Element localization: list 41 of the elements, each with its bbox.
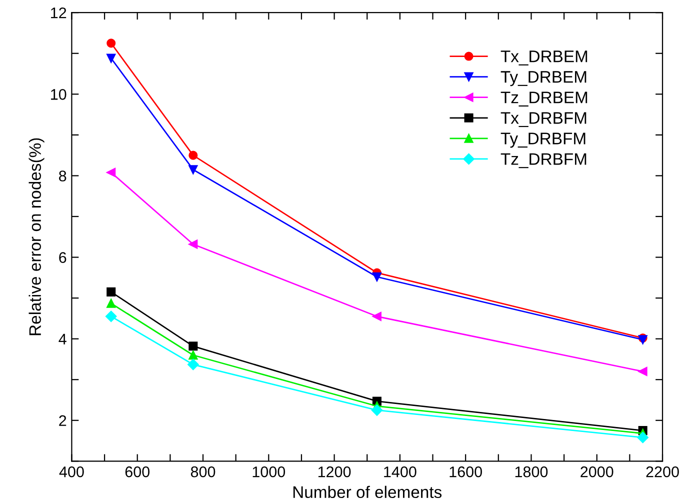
point bbox=[106, 287, 116, 296]
y-tick-label: 6 bbox=[59, 252, 66, 263]
x-tick-label: 1400 bbox=[384, 466, 416, 478]
point bbox=[372, 312, 382, 321]
legend-label: Tz_DRBFM bbox=[500, 153, 586, 168]
y-tick-label: 12 bbox=[51, 7, 66, 18]
y-tick-label: 4 bbox=[58, 334, 66, 344]
x-tick-label: 2000 bbox=[580, 466, 614, 478]
point bbox=[106, 38, 116, 48]
x-tick-label: 1800 bbox=[515, 466, 548, 478]
point bbox=[188, 350, 198, 360]
point bbox=[188, 165, 198, 174]
x-tick-label: 600 bbox=[125, 466, 150, 478]
point bbox=[638, 366, 648, 376]
point bbox=[637, 432, 648, 444]
legend-label: Tx_DRBFM bbox=[500, 112, 586, 128]
x-axis-title: Number of elements bbox=[293, 486, 442, 498]
legend-label: Tx_DRBEM bbox=[500, 50, 588, 66]
point bbox=[105, 310, 117, 322]
legend-label: Tz_DRBEM bbox=[500, 92, 588, 106]
point bbox=[106, 54, 116, 63]
point bbox=[106, 298, 116, 308]
x-tick-label: 400 bbox=[59, 466, 84, 478]
y-tick-label: 2 bbox=[59, 415, 66, 426]
x-tick-label: 2200 bbox=[646, 466, 679, 478]
point bbox=[106, 168, 116, 177]
point bbox=[188, 342, 198, 351]
x-tick-label: 1000 bbox=[252, 466, 286, 478]
point bbox=[372, 272, 382, 282]
x-tick-label: 1200 bbox=[318, 466, 351, 478]
x-tick-label: 1600 bbox=[450, 466, 482, 478]
legend-label: Ty_DRBEM bbox=[500, 71, 586, 86]
x-tick-label: 800 bbox=[190, 466, 216, 478]
y-tick-label: 8 bbox=[59, 170, 66, 182]
y-tick-label: 10 bbox=[51, 89, 66, 100]
point bbox=[188, 358, 199, 370]
point bbox=[188, 240, 198, 249]
point bbox=[371, 404, 383, 416]
y-axis-title: Relative error on nodes(%) bbox=[28, 138, 44, 336]
legend-label: Ty_DRBFM bbox=[500, 132, 586, 148]
point bbox=[188, 150, 198, 160]
